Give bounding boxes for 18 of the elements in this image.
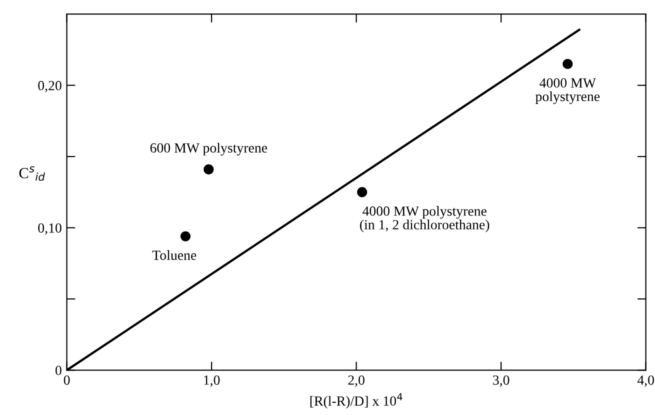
x-tick-label: 0 xyxy=(64,375,70,385)
x-tick-label: 1,0 xyxy=(204,375,220,387)
annotation: Toluene xyxy=(152,250,196,260)
y-axis-title: C$^{s}$$_{id}$ xyxy=(19,166,45,181)
y-tick-label: 0,20 xyxy=(38,80,62,92)
x-tick-label: 2,0 xyxy=(348,375,364,387)
annotation: 4000 MW polystyrene (in 1, 2 dichloroethane) xyxy=(360,206,490,232)
point xyxy=(204,164,214,174)
annotation: 600 MW polystyrene xyxy=(150,142,268,156)
point xyxy=(357,187,368,198)
point xyxy=(180,231,191,242)
x-tick-label: 3,0 xyxy=(493,375,510,387)
annotation: 4000 MW polystyrene xyxy=(535,78,600,104)
y-tick-label: 0,10 xyxy=(38,223,62,235)
x-axis-title: [R(l-R)/D] x 10$^{4}$ xyxy=(310,393,402,409)
y-tick-label: 0 xyxy=(56,366,62,376)
point xyxy=(562,58,573,70)
x-tick-label: 4,0 xyxy=(637,375,654,387)
